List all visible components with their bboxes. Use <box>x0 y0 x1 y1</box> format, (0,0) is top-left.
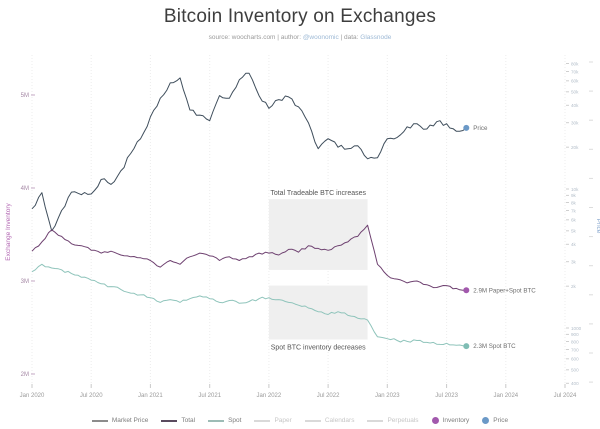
series-line-market-price <box>31 72 467 232</box>
y-left-tick-label-2M: 2M <box>21 372 29 378</box>
source-text: source: woocharts.com | author: <box>208 34 303 41</box>
y-right-tick-label-10k: 10k <box>571 187 579 192</box>
chart-plot-area: Jan 2020 Jul 2020 Jan 2021 Jul 2021 Jan 2022… <box>5 55 600 399</box>
y-right-tick-label-20k: 20k <box>571 145 579 150</box>
y-right-tick-label-30k: 30k <box>571 121 579 126</box>
legend-swatch-inventory <box>431 417 439 424</box>
x-tick-label-jan-2020: Jan 2020 <box>20 393 45 399</box>
x-tick-label-jan-2024: Jan 2024 <box>493 393 518 399</box>
legend-item-price[interactable]: Price <box>482 417 508 424</box>
y-right-tick-label-60k: 60k <box>571 79 579 84</box>
chart-title: Bitcoin Inventory on Exchanges <box>163 6 437 27</box>
y-left-tick-label-5M: 5M <box>21 93 29 99</box>
y-right-tick-label-400: 400 <box>571 381 579 386</box>
data-source-link[interactable]: Glassnode <box>360 34 392 41</box>
legend-item-paper[interactable]: Paper <box>254 417 292 424</box>
y-right-tick-label-500: 500 <box>571 368 579 373</box>
legend-swatch-market-price <box>91 419 108 422</box>
y-right-tick-label-8k: 8k <box>571 200 577 205</box>
legend-item-inventory[interactable]: Inventory <box>431 417 470 424</box>
series-end-dot-total <box>463 287 470 294</box>
y-right-tick-label-80k: 80k <box>571 61 579 66</box>
y-right-tick-label-7k: 7k <box>571 208 577 213</box>
y-left-tick-label-3M: 3M <box>21 279 29 285</box>
y-right-tick-label-700: 700 <box>571 347 579 352</box>
series-end-label-spot: 2.3M Spot BTC <box>473 343 516 350</box>
x-tick-label-jan-2023: Jan 2023 <box>375 393 400 399</box>
chart-legend: Market Price Total Spot Paper Calendars Perpe… <box>0 417 600 424</box>
legend-label-price: Price <box>493 417 509 424</box>
annotation-label-total-tradeable-btc-increases: Total Tradeable BTC increases <box>270 190 366 197</box>
x-tick-label-jan-2022: Jan 2022 <box>257 393 282 399</box>
y-right-tick-label-9k: 9k <box>571 193 577 198</box>
x-tick-label-jul-2023: Jul 2023 <box>435 393 458 399</box>
y-right-tick-label-50k: 50k <box>571 90 579 95</box>
data-label: | data: <box>338 34 361 41</box>
y-right-tick-label-3k: 3k <box>571 260 577 265</box>
legend-label-market-price: Market Price <box>111 417 149 424</box>
y-right-tick-label-800: 800 <box>571 339 579 344</box>
annotation-box-spot-btc-inventory-decreases <box>268 285 368 340</box>
x-tick-label-jul-2020: Jul 2020 <box>80 393 103 399</box>
y-right-tick-label-2k: 2k <box>571 284 577 289</box>
legend-label-paper: Paper <box>274 417 292 424</box>
legend-item-perpetuals[interactable]: Perpetuals <box>367 417 419 424</box>
y-right-tick-label-4k: 4k <box>571 242 577 247</box>
chart-subtitle: source: woocharts.com | author: @woonomi… <box>0 34 600 41</box>
y-right-tick-label-1000: 1000 <box>571 326 582 331</box>
series-end-label-market-price: Price <box>473 125 488 132</box>
legend-item-spot[interactable]: Spot <box>208 417 241 424</box>
y-left-tick-label-4M: 4M <box>21 186 29 192</box>
legend-label-total: Total <box>181 417 196 424</box>
legend-swatch-calendars <box>304 419 321 422</box>
legend-label-inventory: Inventory <box>442 417 470 424</box>
y-right-axis-title: Price <box>595 219 600 234</box>
legend-item-calendars[interactable]: Calendars <box>304 417 355 424</box>
legend-label-calendars: Calendars <box>324 417 355 424</box>
x-tick-label-jul-2021: Jul 2021 <box>198 393 221 399</box>
series-line-total <box>31 224 467 291</box>
x-tick-label-jan-2021: Jan 2021 <box>138 393 163 399</box>
legend-swatch-perpetuals <box>367 419 384 422</box>
y-right-tick-label-70k: 70k <box>571 69 579 74</box>
series-end-dot-market-price <box>463 124 470 131</box>
series-line-spot <box>31 263 467 347</box>
annotation-box-total-tradeable-btc-increases <box>268 199 368 270</box>
y-right-tick-label-900: 900 <box>571 332 579 337</box>
legend-item-market-price[interactable]: Market Price <box>91 417 149 424</box>
y-left-axis-title: Exchange Inventory <box>5 203 12 261</box>
legend-label-perpetuals: Perpetuals <box>387 417 419 424</box>
annotation-label-spot-btc-inventory-decreases: Spot BTC inventory decreases <box>271 345 366 352</box>
y-right-tick-label-6k: 6k <box>571 218 577 223</box>
y-right-tick-label-600: 600 <box>571 357 579 362</box>
author-link[interactable]: @woonomic <box>302 34 339 41</box>
series-end-dot-spot <box>463 343 470 350</box>
legend-item-total[interactable]: Total <box>161 417 195 424</box>
legend-label-spot: Spot <box>228 417 242 424</box>
legend-swatch-total <box>161 419 178 422</box>
y-right-tick-label-40k: 40k <box>571 103 579 108</box>
legend-swatch-spot <box>208 419 225 422</box>
series-end-label-total: 2.9M Paper+Spot BTC <box>473 287 536 294</box>
x-tick-label-jul-2022: Jul 2022 <box>317 393 340 399</box>
y-right-tick-label-5k: 5k <box>571 229 577 234</box>
legend-swatch-price <box>482 417 490 424</box>
legend-swatch-paper <box>254 419 271 422</box>
x-tick-label-jul-2024: Jul 2024 <box>554 393 577 399</box>
